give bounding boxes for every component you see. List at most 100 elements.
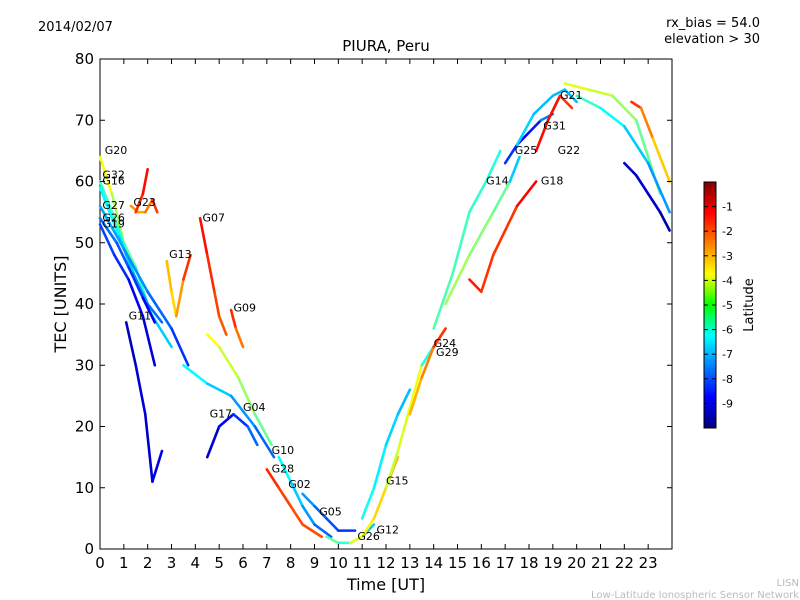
series-segment	[141, 167, 149, 196]
series-segment	[313, 523, 333, 539]
series-segment	[124, 321, 138, 367]
x-axis-label: Time [UT]	[346, 575, 425, 594]
x-tick-label: 2	[143, 554, 153, 572]
plot-frame	[99, 58, 673, 550]
satellite-label: G25	[515, 144, 538, 157]
series-segment	[515, 112, 536, 147]
plot-area: G20G32G16G27G26G19G23G13G07G09G11G04G17G…	[75, 50, 673, 572]
series-segment	[384, 412, 400, 447]
x-tick-label: 9	[310, 554, 320, 572]
series-segment	[205, 425, 221, 459]
series-segment	[451, 210, 471, 275]
series-segment	[151, 198, 159, 214]
series-line	[468, 180, 538, 294]
series-segment	[623, 125, 650, 165]
series-layer	[98, 82, 671, 545]
satellite-label: G23	[133, 196, 156, 209]
series-segment	[232, 412, 250, 428]
series-segment	[527, 118, 543, 134]
colorbar-tick-label: -2	[722, 225, 733, 238]
series-line	[165, 253, 192, 318]
colorbar-tick-label: -9	[722, 397, 733, 410]
series-segment	[234, 327, 245, 349]
series-segment	[151, 449, 164, 483]
series-segment	[372, 486, 388, 520]
series-segment	[658, 210, 671, 232]
series-segment	[174, 278, 185, 318]
series-segment	[205, 253, 216, 294]
y-tick-label: 0	[84, 540, 94, 558]
x-tick-label: 12	[376, 554, 395, 572]
x-tick-label: 10	[329, 554, 348, 572]
x-tick-label: 22	[615, 554, 634, 572]
x-tick-label: 1	[119, 554, 129, 572]
colorbar-tick-label: -7	[722, 348, 733, 361]
series-segment	[98, 155, 114, 196]
series-segment	[546, 94, 562, 122]
series-segment	[325, 517, 340, 532]
x-tick-label: 18	[519, 554, 538, 572]
y-tick-label: 80	[75, 50, 94, 68]
series-segment	[122, 247, 149, 294]
series-line	[205, 412, 259, 459]
satellite-label: G09	[233, 301, 256, 314]
series-segment	[348, 535, 364, 545]
satellite-label: G12	[376, 524, 399, 537]
series-segment	[141, 314, 157, 367]
series-segment	[396, 406, 412, 453]
series-segment	[313, 504, 328, 520]
series-segment	[170, 327, 190, 367]
x-tick-label: 15	[448, 554, 467, 572]
series-segment	[134, 192, 145, 214]
y-tick-label: 30	[75, 356, 94, 374]
series-segment	[534, 118, 550, 153]
satellite-label: G18	[541, 175, 564, 188]
series-segment	[253, 425, 276, 459]
series-line	[301, 492, 357, 532]
series-segment	[265, 468, 281, 490]
series-line	[277, 455, 333, 539]
series-segment	[515, 180, 538, 208]
series-segment	[182, 253, 192, 281]
satellite-label: G28	[272, 462, 295, 475]
y-tick-label: 50	[75, 234, 94, 252]
satellite-label: G16	[102, 175, 125, 188]
series-segment	[198, 216, 209, 257]
series-segment	[372, 443, 388, 490]
satellite-label: G26	[357, 530, 380, 543]
satellite-label: G32	[102, 168, 125, 181]
colorbar: -1 -2 -3 -4 -5 -6 -7 -8 -9 Latitude	[703, 181, 757, 429]
series-segment	[146, 290, 173, 330]
x-tick-label: 21	[591, 554, 610, 572]
series-segment	[408, 376, 424, 416]
satellite-label: G05	[319, 505, 342, 518]
y-tick-label: 60	[75, 173, 94, 191]
series-segment	[217, 412, 235, 428]
series-segment	[98, 216, 118, 245]
y-axis-label: TEC [UNITS]	[51, 256, 70, 354]
series-segment	[277, 455, 292, 483]
series-line	[575, 94, 671, 214]
colorbar-ticks: -1 -2 -3 -4 -5 -6 -7 -8 -9	[704, 201, 733, 410]
series-segment	[468, 278, 483, 294]
chart-title: PIURA, Peru	[342, 37, 429, 55]
series-segment	[611, 94, 638, 122]
series-segment	[408, 363, 424, 410]
series-segment	[468, 210, 495, 257]
series-line	[623, 161, 671, 232]
x-tick-label: 23	[639, 554, 658, 572]
satellite-label: G22	[558, 144, 581, 157]
series-segment	[587, 88, 614, 98]
x-tick-label: 3	[167, 554, 177, 572]
colorbar-tick-label: -5	[722, 299, 733, 312]
x-tick-label: 6	[238, 554, 248, 572]
x-tick-label: 8	[286, 554, 296, 572]
satellite-label: G04	[243, 401, 266, 414]
series-segment	[491, 180, 512, 214]
series-segment	[146, 302, 164, 324]
series-segment	[484, 149, 502, 183]
series-segment	[246, 425, 259, 447]
y-tick-label: 10	[75, 479, 94, 497]
colorbar-tick-label: -3	[722, 250, 733, 263]
x-tick-label: 14	[424, 554, 443, 572]
